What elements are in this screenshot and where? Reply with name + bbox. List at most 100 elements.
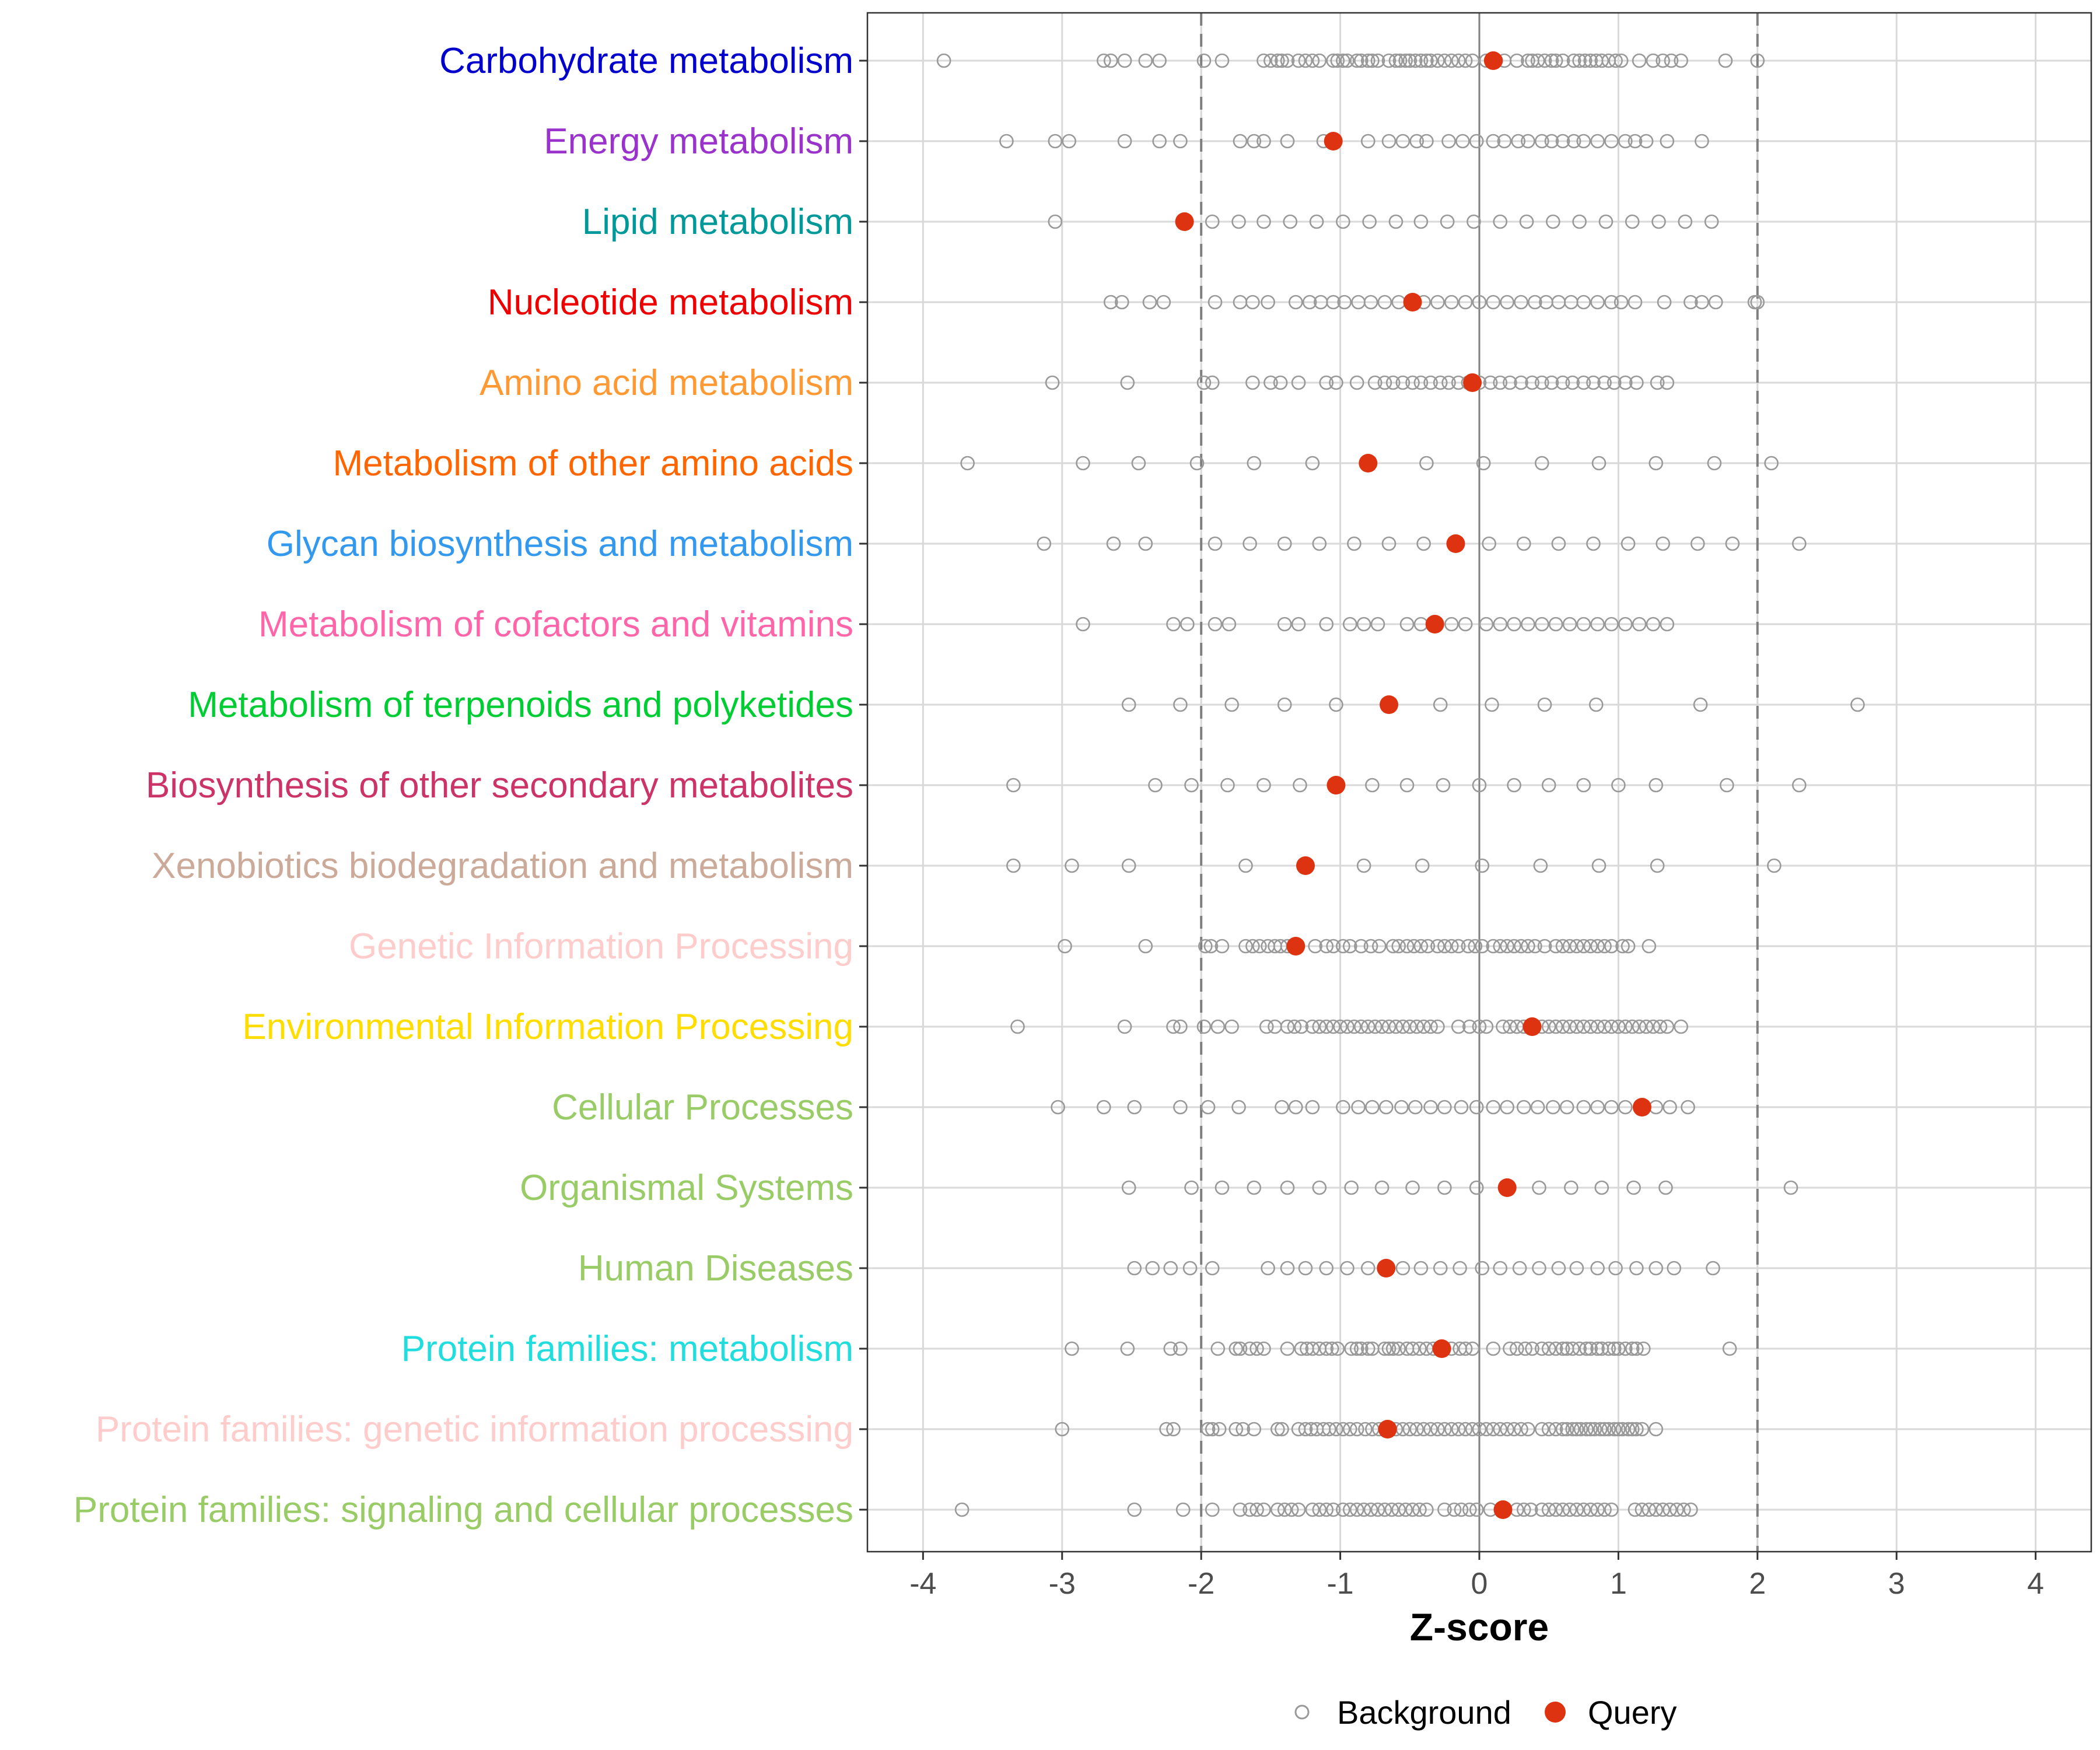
query-point [1175,212,1194,231]
background-point [1416,1019,1431,1034]
background-point [1270,1422,1285,1437]
background-point [1245,939,1260,954]
background-point [1305,456,1320,471]
background-point [1465,53,1480,68]
background-point [1395,1019,1410,1034]
background-point [1395,1261,1410,1276]
background-point [1319,939,1334,954]
category-label: Metabolism of cofactors and vitamins [258,604,853,645]
background-point [1566,134,1581,149]
background-point [1330,1341,1345,1356]
background-point [1706,1261,1720,1276]
background-point [1381,134,1396,149]
background-point [1419,456,1434,471]
background-point [1212,1422,1227,1437]
background-point [1469,134,1484,149]
background-point [1565,1341,1580,1356]
background-point [1173,1100,1188,1115]
background-point [1548,1502,1563,1517]
background-point [1298,53,1313,68]
background-point [1280,1341,1295,1356]
background-point [1576,1100,1591,1115]
background-point [1590,134,1605,149]
background-point [1583,1019,1598,1034]
background-point [1406,939,1422,954]
background-point [1648,778,1664,793]
background-point [1163,1341,1178,1356]
background-point [1381,53,1396,68]
background-point [1138,939,1153,954]
background-point [1329,1422,1343,1437]
background-point [1475,858,1490,873]
category-label: Biosynthesis of other secondary metaboli… [146,765,853,806]
x-tick-label: 2 [1749,1567,1766,1601]
background-point [1458,617,1473,632]
background-point [1385,375,1401,390]
background-point [1479,617,1494,632]
background-point [1163,1261,1178,1276]
category-label: Energy metabolism [544,121,853,162]
background-point [1476,456,1491,471]
background-point [1479,1422,1494,1437]
background-point [1521,53,1535,68]
background-point [1444,53,1459,68]
background-point [1544,53,1559,68]
background-point [1356,858,1371,873]
background-point [1565,1422,1580,1437]
background-point [1433,375,1448,390]
background-point [1500,1422,1514,1437]
background-point [1462,1019,1477,1034]
background-point [1537,53,1552,68]
background-point [1525,1341,1539,1356]
background-point [1546,1100,1560,1115]
background-point [1586,536,1601,551]
background-point [1006,858,1021,873]
background-point [1365,778,1380,793]
background-point [1767,858,1782,873]
background-point [1354,1341,1368,1356]
category-label: Metabolism of terpenoids and polyketides [188,685,853,725]
background-point [1273,375,1288,390]
background-point [1576,778,1591,793]
background-point [1618,1100,1633,1115]
x-axis-title: Z-score [1410,1605,1549,1648]
background-point [1534,1502,1549,1517]
background-point [1551,536,1566,551]
background-point [1530,1100,1545,1115]
background-point [1534,617,1549,632]
background-point [1587,1422,1602,1437]
background-point [1242,1341,1257,1356]
background-point [1363,939,1378,954]
background-point [1604,295,1619,310]
background-point [1291,1502,1306,1517]
background-point [1437,1100,1452,1115]
background-point [1236,1422,1251,1437]
background-point [1662,1100,1677,1115]
background-point [1562,1019,1577,1034]
background-point [1205,214,1220,229]
background-point [1037,536,1052,551]
background-point [1608,53,1623,68]
background-point [1395,134,1410,149]
background-point [1493,617,1508,632]
background-point [1660,134,1675,149]
background-point [1433,697,1448,712]
background-point [1626,1180,1641,1195]
background-point [1516,1100,1531,1115]
background-point [1324,1341,1339,1356]
background-point [1238,858,1253,873]
background-point [1264,53,1278,68]
background-point [1486,1100,1501,1115]
background-point [1629,1261,1644,1276]
background-point [1370,617,1385,632]
background-point [1562,939,1577,954]
background-point [1365,1100,1380,1115]
background-point [1336,939,1350,954]
category-label: Xenobiotics biodegradation and metabolis… [152,846,853,886]
background-point [1548,1422,1563,1437]
background-point [1184,778,1199,793]
background-point [1117,1019,1132,1034]
background-point [1336,1422,1350,1437]
background-point [1270,1502,1285,1517]
